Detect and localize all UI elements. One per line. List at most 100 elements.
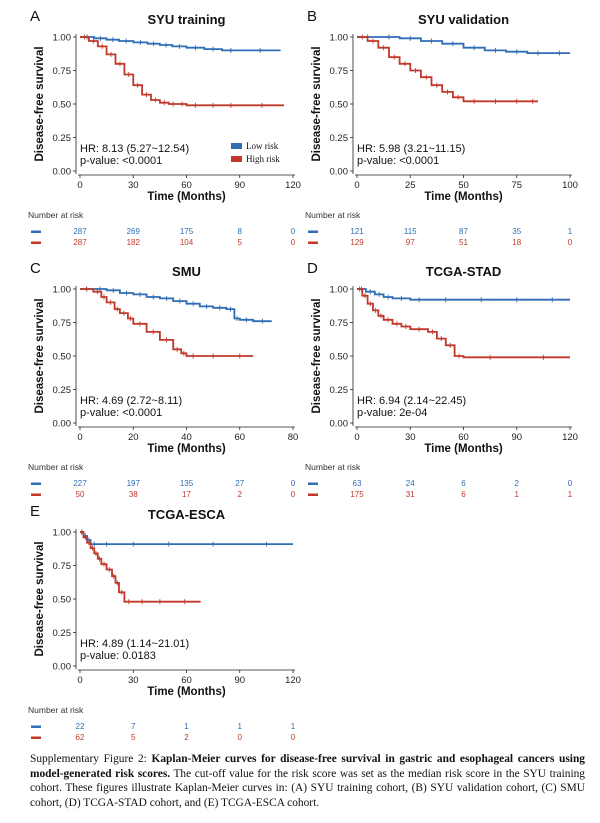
y-tick-label: 1.00 <box>330 33 349 44</box>
risk-count-high: 38 <box>129 490 138 499</box>
risk-count-low: 2 <box>515 479 520 488</box>
x-tick-label: 80 <box>288 432 299 443</box>
km-chart-e: E TCGA-ESCA 0.00 0.25 0.50 0.75 1.00 Disease-fr… <box>28 503 301 742</box>
y-tick-label: 0.25 <box>330 133 349 144</box>
legend-label: High risk <box>246 154 280 164</box>
x-tick-label: 0 <box>77 432 82 443</box>
risk-count-low: 7 <box>131 722 136 731</box>
risk-count-high: 18 <box>512 238 521 247</box>
risk-count-low: 27 <box>235 479 244 488</box>
km-panel-c: C SMU 0.00 0.25 0.50 0.75 1.00 Disease-free sur… <box>28 257 328 507</box>
risk-row-high-swatch <box>308 493 318 496</box>
risk-count-low: 135 <box>180 479 194 488</box>
x-tick-label: 60 <box>234 432 245 443</box>
risk-count-high: 0 <box>291 733 296 742</box>
x-tick-label: 30 <box>128 180 139 191</box>
p-value-text: p-value: <0.0001 <box>80 407 162 419</box>
risk-count-high: 287 <box>73 238 87 247</box>
y-tick-label: 0.00 <box>330 419 349 430</box>
x-tick-label: 0 <box>354 180 359 191</box>
km-chart-c: C SMU 0.00 0.25 0.50 0.75 1.00 Disease-free sur… <box>28 260 299 499</box>
y-tick-label: 0.75 <box>53 318 72 329</box>
low-risk-curve <box>80 531 293 545</box>
caption-bold: Kaplan-Meier curves for disease-free sur… <box>30 753 585 780</box>
hazard-ratio-text: HR: 6.94 (2.14~22.45) <box>357 395 466 407</box>
y-tick-label: 0.50 <box>53 595 72 606</box>
x-tick-label: 90 <box>234 180 245 191</box>
hazard-ratio-text: HR: 4.89 (1.14~21.01) <box>80 638 189 650</box>
chart-title: SYU training <box>147 12 225 27</box>
caption-rest: The cut-off value for the risk score was… <box>30 767 585 809</box>
x-axis-title: Time (Months) <box>147 443 226 455</box>
x-axis-title: Time (Months) <box>424 443 503 455</box>
x-tick-label: 30 <box>405 432 416 443</box>
y-tick-label: 0.75 <box>53 561 72 572</box>
panel-letter: C <box>30 260 41 277</box>
risk-count-low: 8 <box>238 227 243 236</box>
risk-count-low: 87 <box>459 227 468 236</box>
x-tick-label: 60 <box>181 675 192 686</box>
y-tick-label: 0.00 <box>53 419 72 430</box>
x-tick-label: 120 <box>285 180 301 191</box>
y-tick-label: 0.25 <box>53 628 72 639</box>
risk-count-high: 175 <box>350 490 364 499</box>
p-value-text: p-value: <0.0001 <box>357 155 439 167</box>
y-tick-label: 0.00 <box>53 167 72 178</box>
risk-count-high: 5 <box>131 733 136 742</box>
legend-swatch <box>231 143 242 149</box>
risk-count-low: 227 <box>73 479 87 488</box>
low-risk-curve <box>357 36 570 54</box>
risk-count-low: 287 <box>73 227 87 236</box>
y-tick-label: 0.50 <box>330 352 349 363</box>
y-axis-title: Disease-free survival <box>34 298 46 413</box>
risk-count-high: 0 <box>291 490 296 499</box>
risk-row-high-swatch <box>308 241 318 244</box>
risk-count-low: 269 <box>127 227 141 236</box>
risk-count-high: 5 <box>238 238 243 247</box>
risk-count-low: 0 <box>568 479 573 488</box>
risk-count-high: 50 <box>76 490 85 499</box>
y-tick-label: 1.00 <box>53 285 72 296</box>
risk-count-low: 1 <box>184 722 189 731</box>
risk-row-low-swatch <box>308 230 318 233</box>
hazard-ratio-text: HR: 8.13 (5.27~12.54) <box>80 143 189 155</box>
risk-count-low: 121 <box>350 227 364 236</box>
figure-caption: Supplementary Figure 2: Kaplan-Meier cur… <box>30 752 585 810</box>
caption-prefix: Supplementary Figure 2: <box>30 753 152 765</box>
high-risk-curve <box>357 36 538 103</box>
km-chart-d: D TCGA-STAD 0.00 0.25 0.50 0.75 1.00 Disease-fr… <box>305 260 578 499</box>
risk-table-label: Number at risk <box>28 462 84 472</box>
y-axis-title: Disease-free survival <box>311 46 323 161</box>
x-tick-label: 75 <box>511 180 522 191</box>
panel-letter: B <box>307 8 317 25</box>
x-tick-label: 25 <box>405 180 416 191</box>
km-panel-b: B SYU validation 0.00 0.25 0.50 0.75 1.00 Disea… <box>305 5 600 255</box>
low-risk-curve <box>80 288 272 323</box>
risk-row-high-swatch <box>31 493 41 496</box>
risk-row-low-swatch <box>31 725 41 728</box>
km-chart-a: A SYU training 0.00 0.25 0.50 0.75 1.00 Disease… <box>28 8 301 247</box>
risk-count-low: 197 <box>127 479 141 488</box>
high-risk-curve <box>80 531 201 603</box>
risk-count-high: 6 <box>461 490 466 499</box>
risk-count-high: 97 <box>406 238 415 247</box>
risk-count-low: 1 <box>568 227 573 236</box>
risk-count-high: 1 <box>568 490 573 499</box>
risk-count-high: 129 <box>350 238 364 247</box>
risk-count-low: 0 <box>291 479 296 488</box>
x-tick-label: 90 <box>511 432 522 443</box>
risk-count-high: 2 <box>184 733 189 742</box>
risk-table-label: Number at risk <box>305 462 361 472</box>
low-risk-curve <box>357 288 570 301</box>
risk-table-label: Number at risk <box>28 210 84 220</box>
p-value-text: p-value: 0.0183 <box>80 650 156 662</box>
risk-table-label: Number at risk <box>305 210 361 220</box>
x-tick-label: 120 <box>562 432 578 443</box>
risk-count-high: 31 <box>406 490 415 499</box>
p-value-text: p-value: <0.0001 <box>80 155 162 167</box>
risk-row-low-swatch <box>31 482 41 485</box>
y-tick-label: 0.50 <box>330 100 349 111</box>
risk-count-low: 24 <box>406 479 415 488</box>
risk-row-high-swatch <box>31 736 41 739</box>
chart-title: TCGA-ESCA <box>148 507 226 522</box>
